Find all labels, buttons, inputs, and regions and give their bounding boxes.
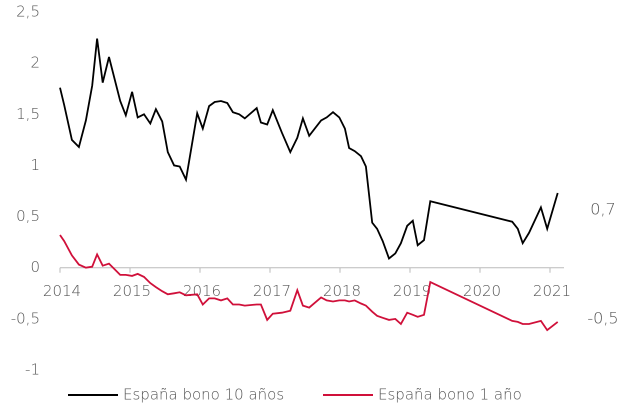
y-tick-label: -0,5	[11, 309, 40, 327]
x-tick-label: 2016	[183, 282, 221, 300]
y-tick-label: 0	[30, 258, 40, 276]
series-line	[59, 234, 559, 332]
x-tick-label: 2014	[43, 282, 81, 300]
end-label: -0,5	[587, 308, 618, 327]
legend-label: España bono 1 año	[378, 386, 522, 404]
legend-label: España bono 10 años	[123, 386, 284, 404]
series-line	[59, 38, 559, 260]
x-tick-label: 2020	[463, 282, 501, 300]
y-tick-label: 2,5	[16, 3, 40, 21]
x-tick-label: 2021	[533, 282, 571, 300]
y-tick-label: 1,5	[16, 105, 40, 123]
x-tick-label: 2018	[323, 282, 361, 300]
x-tick-label: 2015	[113, 282, 151, 300]
y-tick-label: 1	[30, 156, 40, 174]
x-tick-label: 2019	[393, 282, 431, 300]
x-tick-label: 2017	[253, 282, 291, 300]
y-tick-label: 2	[30, 54, 40, 72]
end-label: 0,7	[590, 200, 615, 219]
y-tick-label: 0,5	[16, 207, 40, 225]
y-tick-label: -1	[25, 361, 40, 379]
